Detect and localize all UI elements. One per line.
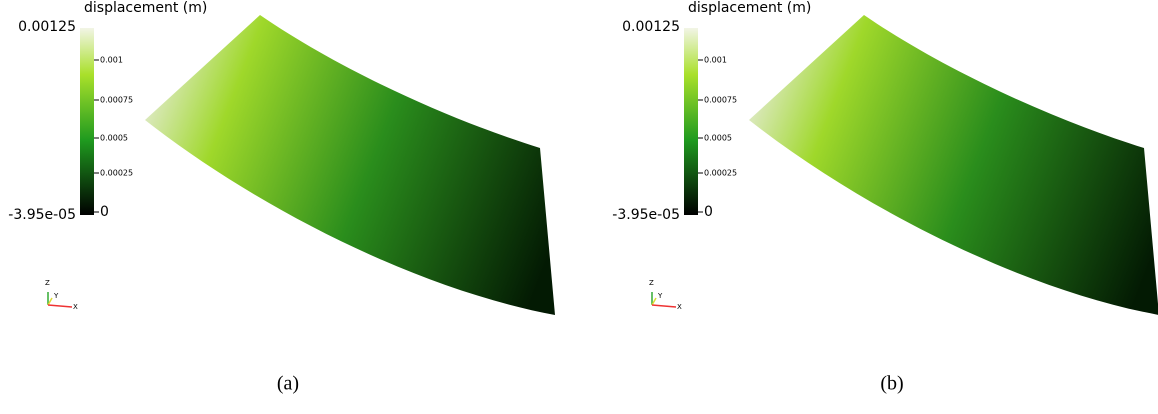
axis-x — [47, 304, 73, 308]
colorbar — [684, 28, 698, 215]
surface — [145, 15, 555, 315]
axis-label: Y — [53, 292, 59, 300]
colorbar-title: displacement (m) — [84, 0, 207, 16]
axis-y — [47, 297, 53, 306]
colorbar-tick-label: 0.00025 — [100, 169, 133, 178]
colorbar — [80, 28, 94, 215]
caption: (a) — [277, 373, 299, 395]
axis-label: Y — [657, 292, 663, 300]
panel: displacement (m) 0.00125 -3.95e-05 0.001 0.0… — [8, 0, 555, 395]
axis-label: Z — [649, 279, 654, 287]
colorbar-min: -3.95e-05 — [8, 207, 76, 223]
colorbar-tick-label: 0 — [704, 204, 713, 220]
colorbar-title: displacement (m) — [688, 0, 811, 16]
axis-label: X — [73, 303, 78, 311]
colorbar-min: -3.95e-05 — [612, 207, 680, 223]
colorbar-max: 0.00125 — [622, 19, 680, 35]
colorbar-tick-label: 0.00075 — [704, 96, 737, 105]
colorbar-tick-label: 0.00025 — [704, 169, 737, 178]
colorbar-max: 0.00125 — [18, 19, 76, 35]
colorbar-tick-label: 0.0005 — [100, 134, 128, 143]
colorbar-tick-label: 0.0005 — [704, 134, 732, 143]
colorbar-tick-label: 0.001 — [100, 56, 123, 65]
colorbar-tick-label: 0.001 — [704, 56, 727, 65]
surface — [749, 15, 1158, 315]
colorbar-tick-label: 0 — [100, 204, 109, 220]
axis-x — [651, 304, 677, 308]
axis-label: X — [677, 303, 682, 311]
axis-y — [651, 297, 657, 306]
panel: displacement (m) 0.00125 -3.95e-05 0.001 0.0… — [612, 0, 1158, 395]
caption: (b) — [880, 373, 903, 395]
axis-label: Z — [45, 279, 50, 287]
colorbar-tick-label: 0.00075 — [100, 96, 133, 105]
